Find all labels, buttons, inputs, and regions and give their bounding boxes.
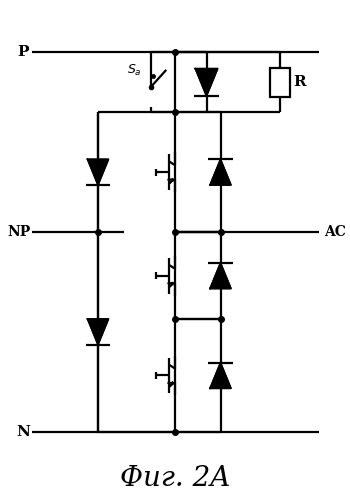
Polygon shape: [195, 68, 218, 96]
Polygon shape: [210, 263, 231, 288]
Polygon shape: [210, 363, 231, 388]
Text: AC: AC: [324, 225, 346, 239]
Text: R: R: [293, 75, 306, 89]
Polygon shape: [210, 159, 231, 185]
Text: $S_a$: $S_a$: [127, 63, 142, 78]
Text: Фиг. 2A: Фиг. 2A: [120, 465, 230, 492]
Text: NP: NP: [8, 225, 31, 239]
Text: P: P: [17, 45, 28, 59]
Text: N: N: [16, 425, 30, 439]
Polygon shape: [88, 319, 108, 345]
Polygon shape: [88, 159, 108, 185]
Bar: [270, 68, 290, 97]
